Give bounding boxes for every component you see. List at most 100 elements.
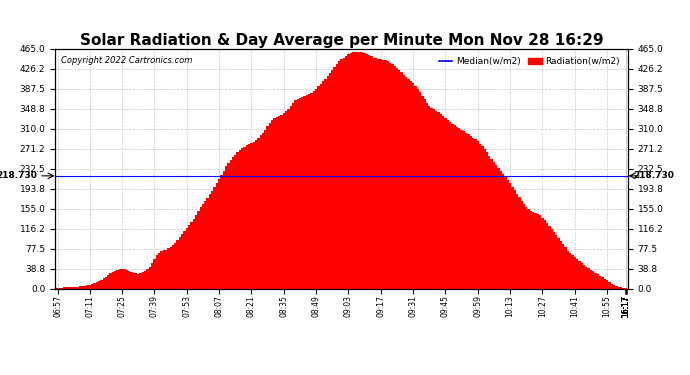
Bar [280, 115, 283, 289]
Bar [121, 268, 124, 289]
Bar [549, 226, 551, 289]
Bar [299, 98, 301, 289]
Bar [604, 279, 606, 289]
Bar [250, 143, 253, 289]
Title: Solar Radiation & Day Average per Minute Mon Nov 28 16:29: Solar Radiation & Day Average per Minute… [80, 33, 603, 48]
Bar [380, 59, 382, 289]
Bar [246, 145, 248, 289]
Bar [244, 147, 246, 289]
Bar [622, 288, 624, 289]
Bar [453, 125, 456, 289]
Bar [513, 190, 516, 289]
Bar [347, 54, 350, 289]
Bar [206, 198, 209, 289]
Bar [292, 103, 294, 289]
Bar [400, 72, 403, 289]
Bar [525, 207, 527, 289]
Bar [578, 261, 580, 289]
Bar [158, 253, 160, 289]
Bar [190, 222, 193, 289]
Bar [237, 153, 239, 289]
Bar [564, 248, 566, 289]
Bar [202, 204, 204, 289]
Bar [241, 148, 244, 289]
Bar [163, 250, 165, 289]
Bar [456, 127, 458, 289]
Bar [253, 142, 255, 289]
Bar [590, 270, 592, 289]
Bar [573, 257, 576, 289]
Bar [431, 108, 433, 289]
Bar [467, 134, 470, 289]
Bar [119, 269, 121, 289]
Bar [502, 174, 504, 289]
Bar [437, 112, 440, 289]
Bar [555, 235, 558, 289]
Bar [130, 272, 132, 289]
Bar [371, 57, 373, 289]
Bar [527, 209, 530, 289]
Bar [105, 277, 107, 289]
Bar [156, 255, 158, 289]
Bar [100, 280, 103, 289]
Bar [410, 81, 412, 289]
Bar [188, 225, 190, 289]
Bar [500, 171, 502, 289]
Bar [96, 282, 98, 289]
Bar [530, 211, 532, 289]
Bar [329, 73, 331, 289]
Bar [553, 232, 555, 289]
Bar [223, 171, 225, 289]
Bar [114, 271, 117, 289]
Bar [81, 286, 84, 289]
Bar [624, 288, 627, 289]
Bar [132, 273, 135, 289]
Bar [470, 136, 472, 289]
Bar [386, 61, 389, 289]
Bar [326, 76, 329, 289]
Bar [70, 287, 72, 289]
Bar [276, 117, 278, 289]
Bar [170, 248, 172, 289]
Bar [84, 286, 86, 289]
Bar [197, 211, 199, 289]
Bar [458, 128, 460, 289]
Bar [317, 86, 319, 289]
Bar [266, 126, 269, 289]
Bar [594, 273, 597, 289]
Bar [421, 96, 424, 289]
Bar [128, 271, 130, 289]
Bar [479, 144, 481, 289]
Bar [333, 67, 336, 289]
Bar [211, 190, 213, 289]
Bar [146, 269, 149, 289]
Bar [89, 285, 91, 289]
Bar [124, 269, 126, 289]
Bar [181, 234, 184, 289]
Bar [271, 120, 273, 289]
Bar [583, 265, 585, 289]
Bar [504, 177, 506, 289]
Bar [91, 284, 93, 289]
Bar [304, 96, 306, 289]
Bar [294, 100, 297, 289]
Bar [354, 52, 357, 289]
Bar [511, 186, 513, 289]
Bar [618, 286, 620, 289]
Bar [509, 183, 511, 289]
Bar [308, 94, 310, 289]
Bar [532, 212, 534, 289]
Bar [407, 79, 410, 289]
Bar [403, 75, 405, 289]
Bar [209, 194, 211, 289]
Bar [319, 84, 322, 289]
Bar [506, 180, 509, 289]
Bar [375, 58, 377, 289]
Bar [451, 124, 453, 289]
Bar [560, 241, 562, 289]
Bar [497, 168, 500, 289]
Bar [364, 53, 366, 289]
Bar [61, 288, 63, 289]
Bar [435, 111, 437, 289]
Bar [611, 284, 613, 289]
